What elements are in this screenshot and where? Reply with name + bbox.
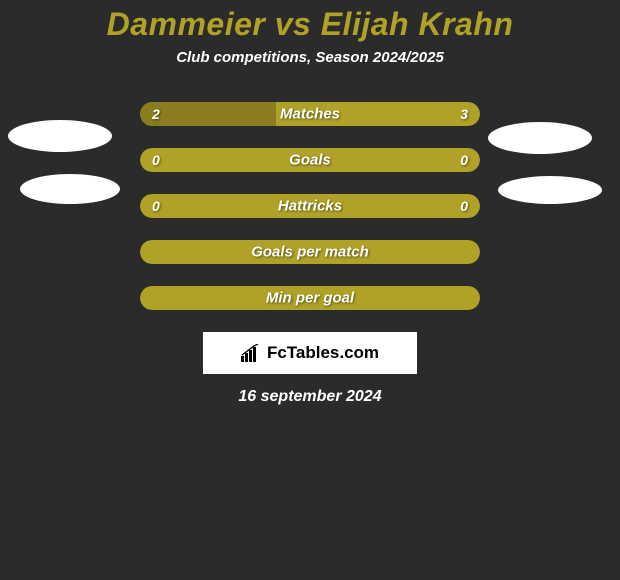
bars-chart-icon: [241, 344, 263, 362]
date-text: 16 september 2024: [0, 388, 620, 406]
stat-row: Matches 2 3: [140, 102, 480, 126]
decorative-ellipse: [8, 120, 112, 152]
page-subtitle: Club competitions, Season 2024/2025: [176, 49, 444, 66]
stat-rows: Matches 2 3 Goals 0 0 Hattricks 0 0 Goals per mat…: [140, 102, 480, 310]
logo-box: FcTables.com: [203, 332, 417, 374]
stat-label: Goals: [289, 152, 331, 169]
stat-value-left: 0: [152, 198, 160, 214]
stat-value-right: 0: [460, 152, 468, 168]
stat-row: Goals 0 0: [140, 148, 480, 172]
stat-label: Hattricks: [278, 198, 342, 215]
logo-text: FcTables.com: [267, 343, 379, 363]
decorative-ellipse: [20, 174, 120, 204]
stat-bar-fill: [140, 102, 276, 126]
decorative-ellipse: [488, 122, 592, 154]
stat-row: Min per goal: [140, 286, 480, 310]
stat-value-left: 0: [152, 152, 160, 168]
stat-value-right: 3: [460, 106, 468, 122]
stat-value-right: 0: [460, 198, 468, 214]
stat-value-left: 2: [152, 106, 160, 122]
stat-label: Min per goal: [266, 290, 354, 307]
stat-label: Matches: [280, 106, 340, 123]
page-title: Dammeier vs Elijah Krahn: [107, 6, 514, 43]
stat-row: Hattricks 0 0: [140, 194, 480, 218]
decorative-ellipse: [498, 176, 602, 204]
stat-label: Goals per match: [251, 244, 369, 261]
stat-row: Goals per match: [140, 240, 480, 264]
container: Dammeier vs Elijah Krahn Club competitio…: [0, 0, 620, 406]
